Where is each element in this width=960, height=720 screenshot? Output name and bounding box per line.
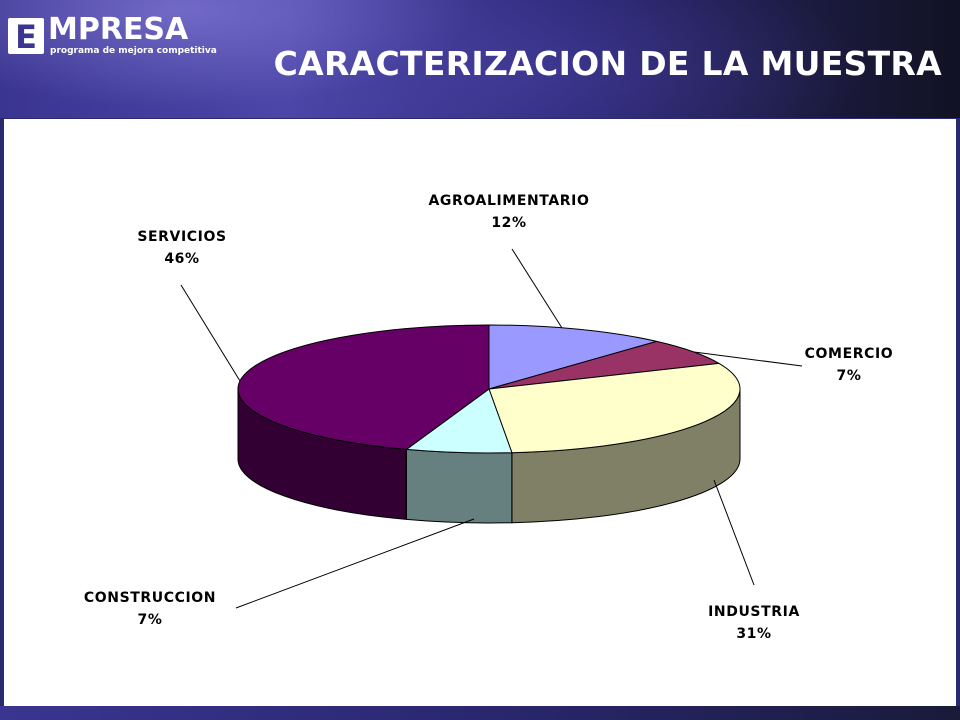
chart-panel: AGROALIMENTARIO 12% COMERCIO 7% INDUSTRIA 31%…: [4, 119, 956, 706]
slice-label-value: 7%: [837, 368, 862, 384]
page-title: CARACTERIZACION DE LA MUESTRA: [273, 44, 942, 83]
slice-label-value: 46%: [164, 251, 199, 267]
logo-letter-box: E: [8, 18, 44, 54]
pie-chart: AGROALIMENTARIO 12% COMERCIO 7% INDUSTRIA 31%…: [84, 193, 893, 642]
leader-line-comercio: [693, 351, 803, 367]
logo-subtitle: programa de mejora competitiva: [50, 46, 217, 56]
slice-labels: AGROALIMENTARIO 12% COMERCIO 7% INDUSTRIA 31%…: [84, 193, 893, 642]
logo-wordmark: MPRESA: [48, 12, 189, 47]
leader-line-construccion: [235, 518, 475, 609]
slice-label-value: 12%: [491, 215, 526, 231]
slice-construccion: [404, 388, 513, 454]
slice-agroalimentario: [488, 324, 657, 390]
leader-line-servicios: [180, 284, 241, 382]
logo-letter: E: [15, 18, 37, 54]
pie-tops: [237, 324, 741, 454]
slice-label-name: AGROALIMENTARIO: [429, 193, 590, 209]
slice-industria: [488, 362, 741, 454]
slice-label-value: 31%: [736, 626, 771, 642]
leader-line-industria: [713, 479, 755, 586]
slice-comercio: [488, 340, 721, 390]
leader-line-agroalimentario: [511, 248, 563, 329]
slice-label-name: INDUSTRIA: [708, 604, 800, 620]
leader-lines: [180, 248, 803, 609]
slice-side-construccion: [405, 448, 513, 524]
slice-label-name: SERVICIOS: [137, 229, 226, 245]
slice-label-value: 7%: [138, 612, 163, 628]
slice-label-name: CONSTRUCCION: [84, 590, 216, 606]
header-banner: E MPRESA programa de mejora competitiva …: [0, 0, 960, 118]
slice-label-name: COMERCIO: [805, 346, 894, 362]
slice-servicios: [237, 324, 490, 450]
footer-bar: [0, 706, 960, 720]
